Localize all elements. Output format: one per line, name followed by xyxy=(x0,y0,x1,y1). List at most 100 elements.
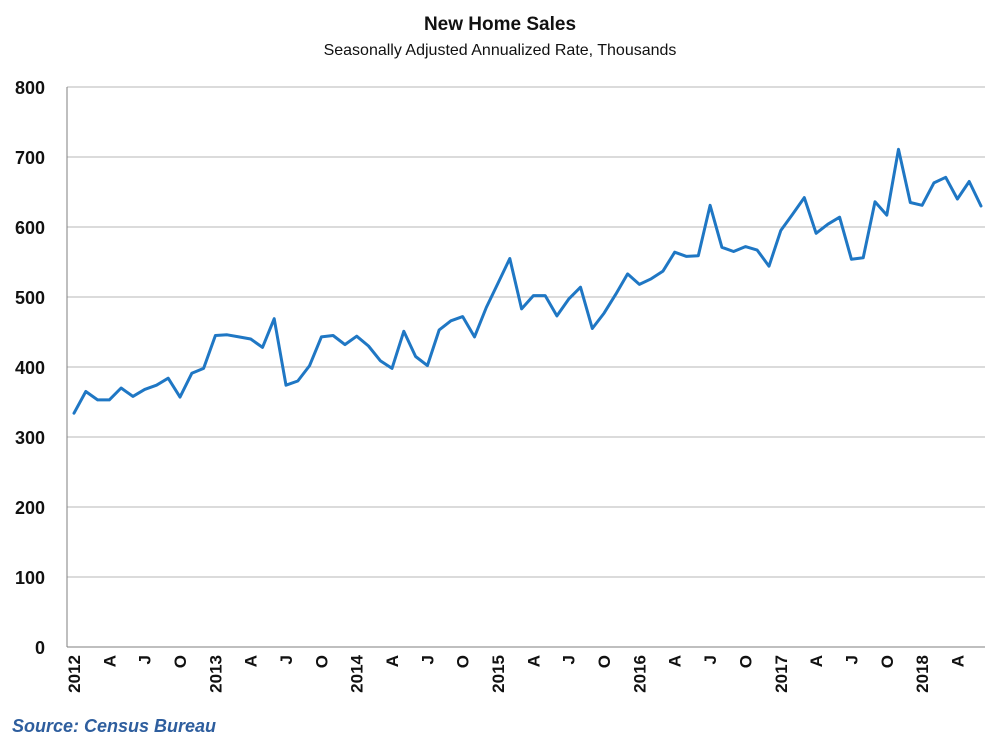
data-point-2017-10 xyxy=(885,214,888,217)
data-point-2012-07 xyxy=(143,388,146,391)
chart-title: New Home Sales xyxy=(423,14,577,35)
data-point-2017-11 xyxy=(897,148,900,151)
data-point-2014-01 xyxy=(355,335,358,338)
y-tick-label-400: 400 xyxy=(15,358,45,378)
data-point-2013-10 xyxy=(320,335,323,338)
data-point-2015-01 xyxy=(497,282,500,285)
data-point-2017-02 xyxy=(791,213,794,216)
data-point-2016-12 xyxy=(768,265,771,268)
data-point-2012-10 xyxy=(179,396,182,399)
data-point-2013-06 xyxy=(273,317,276,320)
x-tick-labels: 2012 A J O 2013 A J O 2014 A J O 2015 A J O 2016 A J O 2017 A… xyxy=(65,654,967,692)
y-tick-labels: 0 100 200 300 400 500 600 700 800 xyxy=(15,78,45,658)
y-tick-label-600: 600 xyxy=(15,218,45,238)
data-point-2018-06 xyxy=(980,205,983,208)
y-tick-label-300: 300 xyxy=(15,428,45,448)
data-point-2013-11 xyxy=(332,334,335,337)
data-point-2015-07 xyxy=(567,298,570,301)
data-point-2012-05 xyxy=(120,387,123,390)
x-tick-label-20: 2017 xyxy=(772,655,791,693)
data-point-2016-11 xyxy=(756,249,759,252)
data-point-2016-08 xyxy=(720,246,723,249)
data-point-2013-08 xyxy=(296,380,299,383)
data-point-2013-03 xyxy=(237,335,240,338)
data-point-2014-02 xyxy=(367,345,370,348)
gridlines xyxy=(67,86,985,578)
data-point-2017-07 xyxy=(850,258,853,261)
data-point-2015-04 xyxy=(532,294,535,297)
y-tick-label-500: 500 xyxy=(15,288,45,308)
data-point-2014-03 xyxy=(379,359,382,362)
data-point-2013-07 xyxy=(285,384,288,387)
data-point-2015-10 xyxy=(603,312,606,315)
data-point-2012-08 xyxy=(155,384,158,387)
data-point-2016-10 xyxy=(744,245,747,248)
y-tick-label-100: 100 xyxy=(15,568,45,588)
data-point-2015-06 xyxy=(555,314,558,317)
data-point-2013-12 xyxy=(343,343,346,346)
data-point-2016-01 xyxy=(638,283,641,286)
data-point-2017-04 xyxy=(815,232,818,235)
axes xyxy=(66,87,985,648)
data-point-2018-03 xyxy=(944,176,947,179)
y-tick-label-200: 200 xyxy=(15,498,45,518)
data-point-2013-02 xyxy=(226,333,229,336)
x-tick-label-19: O xyxy=(736,655,755,668)
data-point-2012-11 xyxy=(190,372,193,375)
x-tick-label-17: A xyxy=(666,655,685,667)
data-point-2017-06 xyxy=(838,216,841,219)
data-point-2015-08 xyxy=(579,286,582,289)
x-tick-label-8: 2014 xyxy=(348,654,367,692)
data-point-2016-06 xyxy=(697,254,700,257)
data-point-2016-02 xyxy=(650,277,653,280)
data-point-2014-06 xyxy=(414,355,417,358)
x-tick-label-22: J xyxy=(842,655,861,664)
data-point-2012-04 xyxy=(108,398,111,401)
chart-subtitle: Seasonally Adjusted Annualized Rate, Tho… xyxy=(323,42,677,59)
x-tick-label-1: A xyxy=(100,655,119,667)
data-point-2015-09 xyxy=(591,327,594,330)
data-point-2015-05 xyxy=(544,294,547,297)
data-point-2013-09 xyxy=(308,364,311,367)
data-point-2014-10 xyxy=(461,315,464,318)
x-tick-label-2: J xyxy=(136,655,155,664)
data-point-2015-12 xyxy=(626,272,629,275)
x-tick-label-12: 2015 xyxy=(489,655,508,693)
data-point-2013-01 xyxy=(214,334,217,337)
data-point-2014-11 xyxy=(473,335,476,338)
y-tick-label-800: 800 xyxy=(15,78,45,98)
data-point-2018-02 xyxy=(932,181,935,184)
data-point-2013-05 xyxy=(261,346,264,349)
y-tick-label-0: 0 xyxy=(35,638,45,658)
data-point-2013-04 xyxy=(249,338,252,341)
x-tick-label-4: 2013 xyxy=(206,655,225,693)
x-tick-label-14: J xyxy=(560,655,579,664)
x-tick-label-16: 2016 xyxy=(630,655,649,693)
x-tick-label-15: O xyxy=(595,655,614,668)
data-point-2012-06 xyxy=(131,395,134,398)
x-tick-label-13: A xyxy=(524,655,543,667)
data-point-2018-01 xyxy=(921,204,924,207)
x-tick-label-10: J xyxy=(418,655,437,664)
data-point-2016-07 xyxy=(709,204,712,207)
data-point-2012-09 xyxy=(167,377,170,380)
data-point-2017-12 xyxy=(909,201,912,204)
data-point-2015-03 xyxy=(520,307,523,310)
data-point-2012-03 xyxy=(96,398,99,401)
data-point-2016-09 xyxy=(732,250,735,253)
data-point-2012-01 xyxy=(73,412,76,415)
data-point-2012-12 xyxy=(202,367,205,370)
data-point-2018-04 xyxy=(956,198,959,201)
data-point-2017-01 xyxy=(779,229,782,232)
data-point-2014-09 xyxy=(449,319,452,322)
data-point-2016-03 xyxy=(662,270,665,273)
x-tick-label-7: O xyxy=(312,655,331,668)
x-tick-label-23: O xyxy=(878,655,897,668)
data-point-2015-11 xyxy=(614,293,617,296)
source-note: Source: Census Bureau xyxy=(12,716,217,736)
x-tick-label-25: A xyxy=(948,655,967,667)
y-tick-label-700: 700 xyxy=(15,148,45,168)
x-tick-label-11: O xyxy=(454,655,473,668)
data-point-2017-09 xyxy=(874,200,877,203)
